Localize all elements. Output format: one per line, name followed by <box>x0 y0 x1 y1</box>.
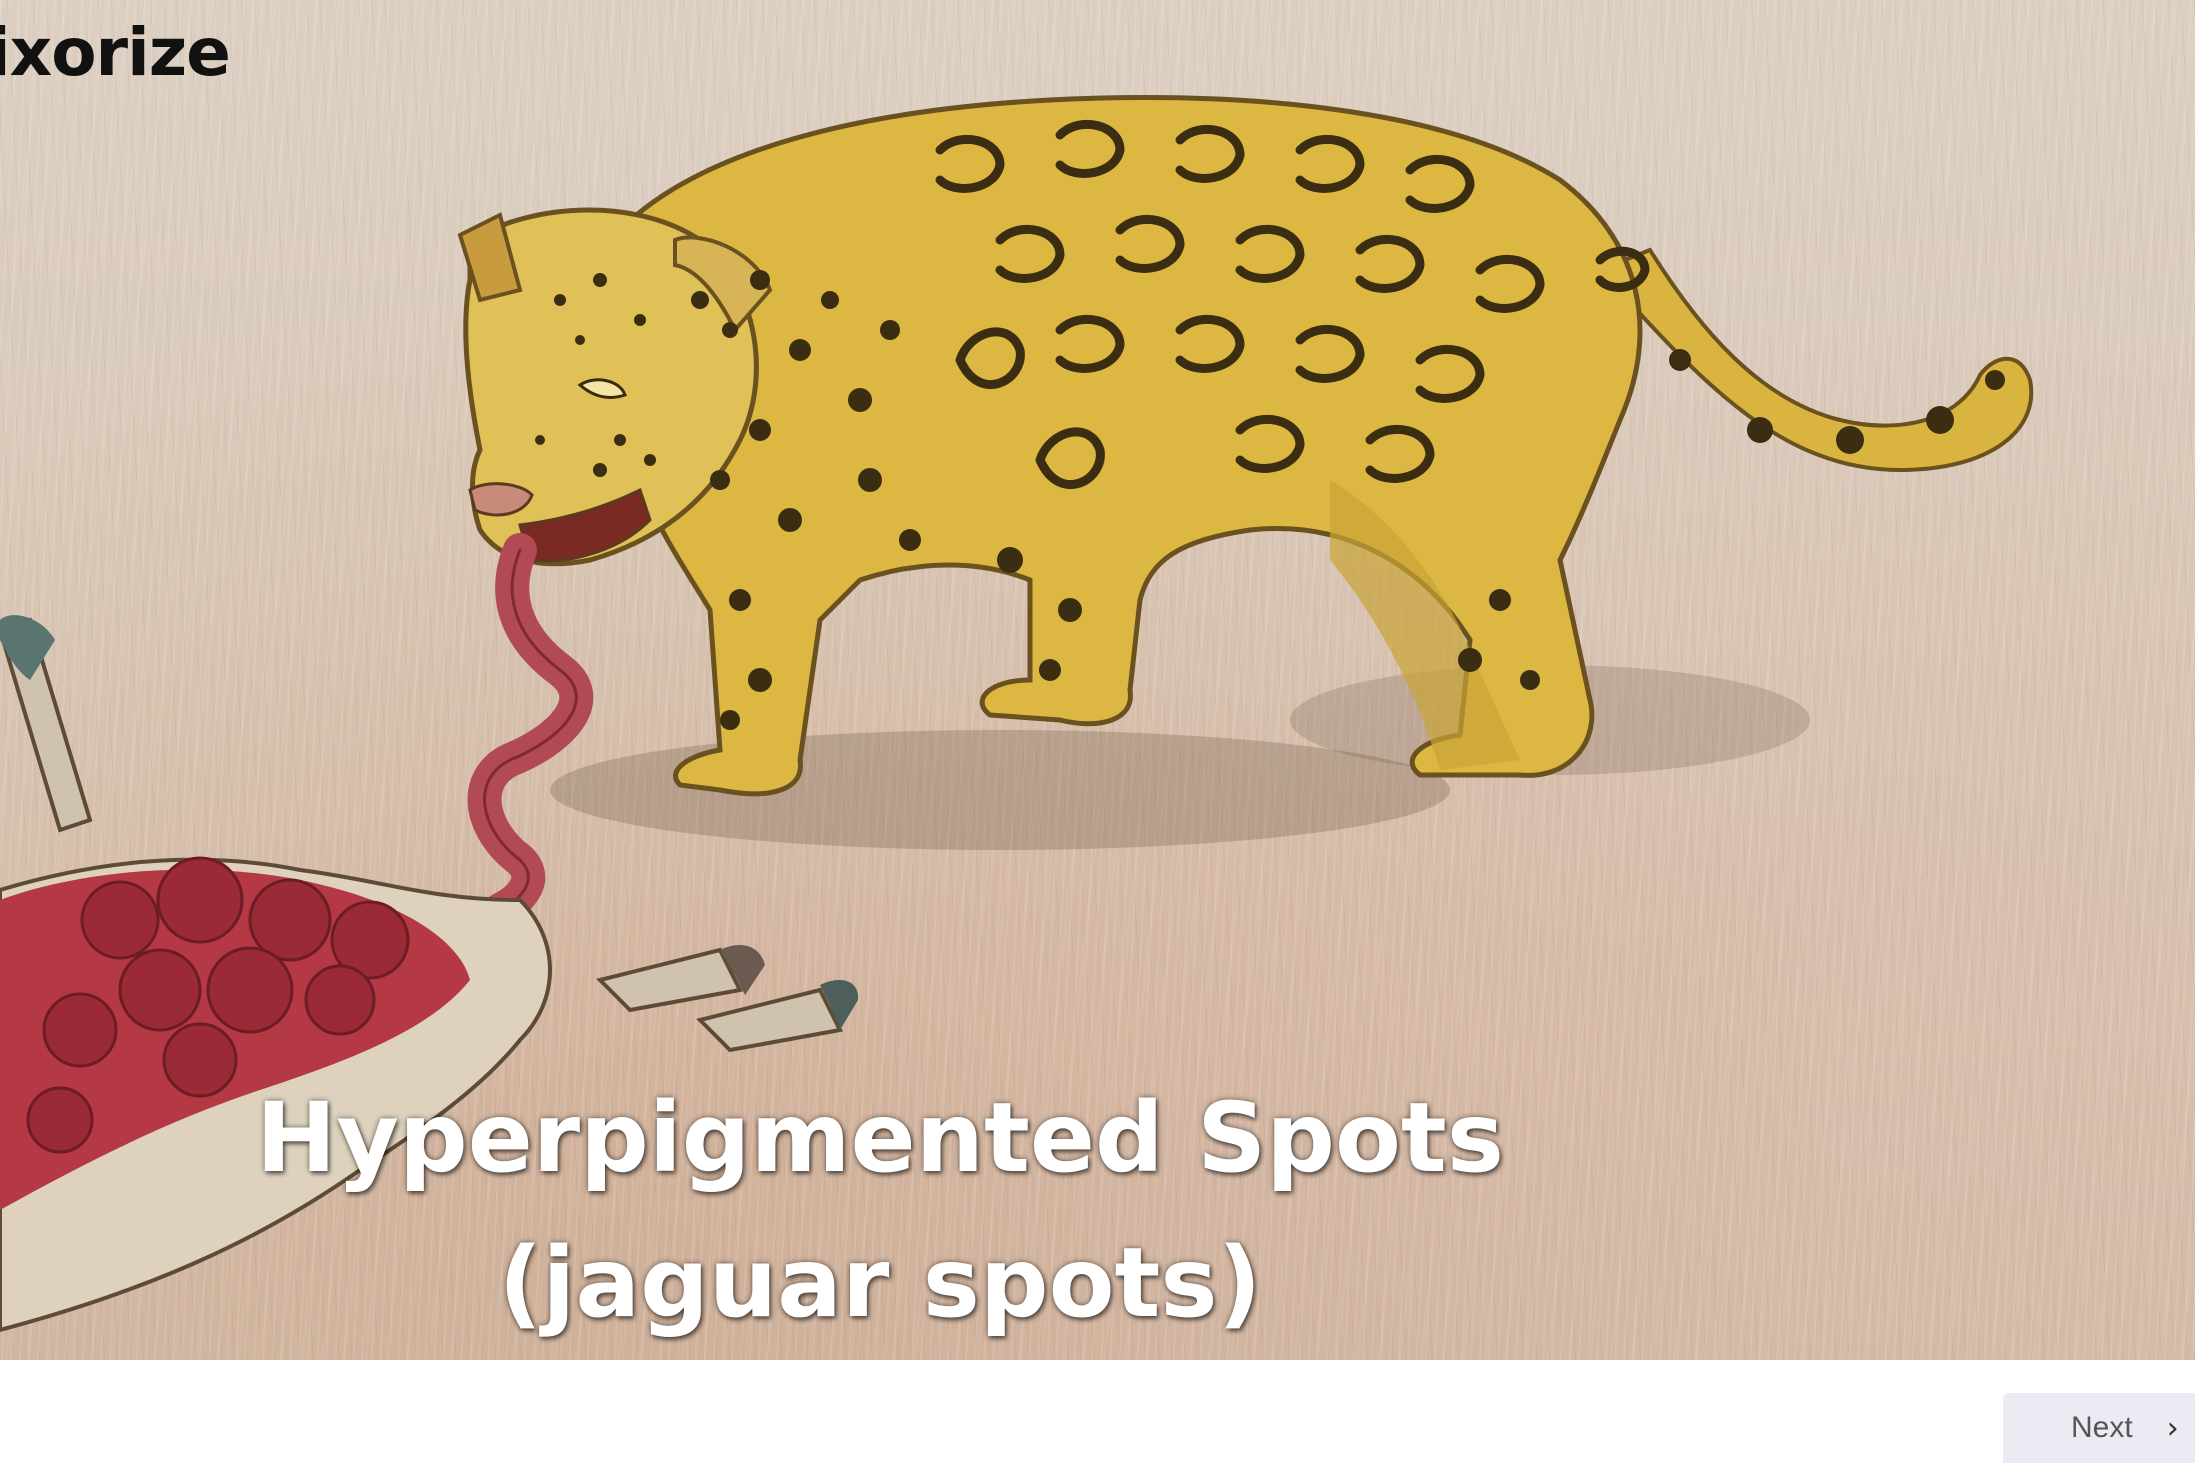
caption-line-1: Hyperpigmented Spots <box>256 1082 1504 1194</box>
jaguar-illustration <box>0 95 2034 1333</box>
next-label: Next <box>2071 1411 2133 1444</box>
next-button[interactable]: Next › <box>2003 1393 2195 1463</box>
caption-line-2: (jaguar spots) <box>498 1227 1262 1339</box>
brand-logo: ixorize <box>0 14 231 91</box>
chevron-right-icon: › <box>2166 1410 2179 1446</box>
video-frame: ixorize Hyperpigmented Spots (jaguar spo… <box>0 0 2195 1360</box>
